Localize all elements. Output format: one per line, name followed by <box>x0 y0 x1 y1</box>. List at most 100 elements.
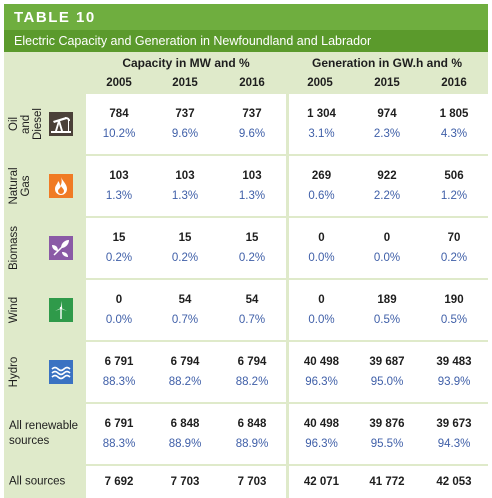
value-cell: 39 483 <box>420 340 489 371</box>
electric-capacity-table: Capacity in MW and % Generation in GW.h … <box>4 52 489 498</box>
value-cell: 15 <box>218 216 286 247</box>
value-cell: 922 <box>354 154 420 185</box>
percent-cell: 94.3% <box>420 433 489 464</box>
percent-cell: 93.9% <box>420 371 489 402</box>
row-label: Wind <box>8 296 20 324</box>
percent-cell: 0.2% <box>218 247 286 278</box>
percent-cell: 1.3% <box>86 185 152 216</box>
flame-icon <box>49 174 73 198</box>
row-label-cell: All sources <box>4 464 86 498</box>
year-header: 2015 <box>374 77 400 89</box>
percent-cell: 88.3% <box>86 433 152 464</box>
value-cell: 974 <box>354 92 420 123</box>
table-title-bar: Electric Capacity and Generation in Newf… <box>4 30 488 52</box>
percent-cell: 0.2% <box>86 247 152 278</box>
table-row: 10.2% 9.6% 9.6% 3.1% 2.3% 4.3% <box>4 123 489 154</box>
value-cell: 6 794 <box>152 340 218 371</box>
generation-header: Generation in GW.h and % <box>312 56 463 70</box>
percent-cell: 2.3% <box>354 123 420 154</box>
value-cell: 6 791 <box>86 402 152 433</box>
percent-cell: 1.3% <box>218 185 286 216</box>
percent-cell: 0.0% <box>86 309 152 340</box>
value-cell: 189 <box>354 278 420 309</box>
value-cell: 269 <box>286 154 354 185</box>
wind-turbine-icon <box>49 298 73 322</box>
percent-cell: 0.6% <box>286 185 354 216</box>
row-label: Oil and Diesel <box>8 108 44 140</box>
value-cell: 54 <box>218 278 286 309</box>
table-row-renewable: All renewable sources 6 791 6 848 6 848 40 4… <box>4 402 489 464</box>
water-waves-icon <box>49 360 73 384</box>
percent-cell: 0.0% <box>286 309 354 340</box>
percent-cell: 0.7% <box>218 309 286 340</box>
leaves-icon <box>49 236 73 260</box>
table-row: Biomass 15 15 15 0 0 70 <box>4 216 489 278</box>
value-cell: 0 <box>86 278 152 309</box>
percent-cell: 0.7% <box>152 309 218 340</box>
year-header: 2005 <box>307 77 333 89</box>
value-cell: 54 <box>152 278 218 309</box>
percent-cell: 9.6% <box>152 123 218 154</box>
percent-cell: 10.2% <box>86 123 152 154</box>
capacity-header: Capacity in MW and % <box>122 56 250 70</box>
value-cell: 70 <box>420 216 489 247</box>
table-number-bar: TABLE 10 <box>4 4 488 30</box>
percent-cell: 88.2% <box>218 371 286 402</box>
table-row: Natural Gas 103 103 103 269 922 506 <box>4 154 489 216</box>
percent-cell: 88.9% <box>152 433 218 464</box>
row-label-cell: Biomass <box>4 216 86 278</box>
percent-cell: 95.0% <box>354 371 420 402</box>
row-label-cell: All renewable sources <box>4 402 86 464</box>
percent-cell: 0.5% <box>354 309 420 340</box>
percent-cell: 3.1% <box>286 123 354 154</box>
value-cell: 103 <box>152 154 218 185</box>
percent-cell: 9.6% <box>218 123 286 154</box>
value-cell: 0 <box>286 278 354 309</box>
table-row: Wind 0 54 54 0 189 190 <box>4 278 489 340</box>
value-cell: 103 <box>218 154 286 185</box>
percent-cell: 1.3% <box>152 185 218 216</box>
value-cell: 39 673 <box>420 402 489 433</box>
percent-cell: 0.0% <box>286 247 354 278</box>
value-cell: 7 692 <box>86 464 152 498</box>
row-label: Hydro <box>8 356 20 388</box>
percent-cell: 2.2% <box>354 185 420 216</box>
header-corner <box>4 52 86 74</box>
percent-cell: 88.2% <box>152 371 218 402</box>
table-row: Hydro 6 791 6 794 6 794 40 498 39 687 39 483 <box>4 340 489 402</box>
value-cell: 39 876 <box>354 402 420 433</box>
value-cell: 40 498 <box>286 340 354 371</box>
table-title: Electric Capacity and Generation in Newf… <box>14 34 372 48</box>
table-row: 0.2% 0.2% 0.2% 0.0% 0.0% 0.2% <box>4 247 489 278</box>
percent-cell: 0.2% <box>152 247 218 278</box>
value-cell: 41 772 <box>354 464 420 498</box>
percent-cell: 96.3% <box>286 433 354 464</box>
value-cell: 1 805 <box>420 92 489 123</box>
oil-pump-icon <box>49 112 73 136</box>
table-frame: TABLE 10 Electric Capacity and Generatio… <box>4 4 489 498</box>
value-cell: 784 <box>86 92 152 123</box>
row-label: All sources <box>9 475 66 488</box>
value-cell: 506 <box>420 154 489 185</box>
percent-cell: 95.5% <box>354 433 420 464</box>
value-cell: 103 <box>86 154 152 185</box>
table-row: Oil and Diesel 784 737 737 1 304 974 1 805 <box>4 92 489 154</box>
value-cell: 40 498 <box>286 402 354 433</box>
value-cell: 6 848 <box>152 402 218 433</box>
value-cell: 39 687 <box>354 340 420 371</box>
row-label-cell: Hydro <box>4 340 86 402</box>
value-cell: 190 <box>420 278 489 309</box>
value-cell: 1 304 <box>286 92 354 123</box>
percent-cell: 1.2% <box>420 185 489 216</box>
value-cell: 15 <box>86 216 152 247</box>
row-label: All renewable sources <box>9 420 79 447</box>
value-cell: 42 053 <box>420 464 489 498</box>
percent-cell: 0.2% <box>420 247 489 278</box>
row-label-cell: Wind <box>4 278 86 340</box>
table-row: 1.3% 1.3% 1.3% 0.6% 2.2% 1.2% <box>4 185 489 216</box>
value-cell: 6 794 <box>218 340 286 371</box>
percent-cell: 0.0% <box>354 247 420 278</box>
table-row-all-sources: All sources 7 692 7 703 7 703 42 071 41 772 42… <box>4 464 489 498</box>
table-row: 0.0% 0.7% 0.7% 0.0% 0.5% 0.5% <box>4 309 489 340</box>
row-label-cell: Oil and Diesel <box>4 92 86 154</box>
